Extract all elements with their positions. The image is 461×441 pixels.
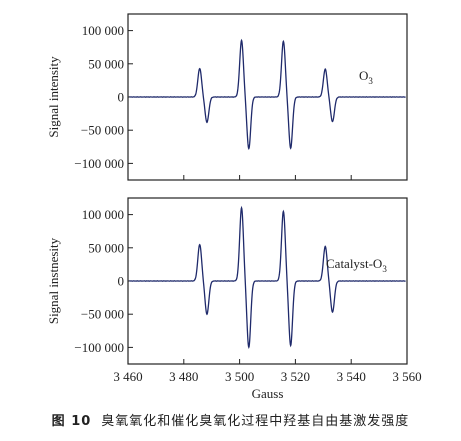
catalyst-o3-series-line bbox=[129, 205, 406, 349]
y-tick-label: 0 bbox=[118, 90, 125, 105]
o3-series-line bbox=[129, 38, 406, 151]
x-axis-title: Gauss bbox=[252, 386, 284, 401]
x-tick-label: 3 500 bbox=[225, 369, 254, 384]
o3-y-axis: −100 000 −50 000 0 50 000 100 000 bbox=[74, 23, 133, 171]
y-tick-label: 50 000 bbox=[88, 240, 124, 255]
x-tick-label: 3 540 bbox=[337, 369, 366, 384]
catalyst-o3-x-axis: 3 460 3 480 3 500 3 520 3 540 3 560 bbox=[113, 359, 422, 384]
catalyst-o3-series-label: Catalyst-O3 bbox=[326, 256, 387, 274]
catalyst-o3-y-axis: −100 000 −50 000 0 50 000 100 000 bbox=[74, 207, 133, 355]
x-tick-label: 3 560 bbox=[392, 369, 421, 384]
figure-caption: 图 10 臭氧氧化和催化臭氧化过程中羟基自由基激发强度 bbox=[0, 410, 461, 429]
y-tick-label: 50 000 bbox=[88, 56, 124, 71]
catalyst-o3-panel: −100 000 −50 000 0 50 000 100 000 3 460 3 480… bbox=[46, 197, 422, 401]
y-tick-label: 100 000 bbox=[82, 207, 124, 222]
x-tick-label: 3 480 bbox=[169, 369, 198, 384]
x-tick-label: 3 460 bbox=[113, 369, 142, 384]
o3-series-label: O3 bbox=[359, 68, 373, 86]
y-tick-label: −50 000 bbox=[81, 307, 124, 322]
x-tick-label: 3 520 bbox=[281, 369, 310, 384]
y-tick-label: 100 000 bbox=[82, 23, 124, 38]
o3-y-axis-title: Signal intensity bbox=[46, 56, 61, 138]
y-tick-label: −50 000 bbox=[81, 123, 124, 138]
y-tick-label: −100 000 bbox=[74, 340, 124, 355]
catalyst-o3-y-axis-title: Signal instnesity bbox=[46, 237, 61, 324]
o3-panel: −100 000 −50 000 0 50 000 100 000 O3 Signal … bbox=[46, 13, 408, 181]
y-tick-label: −100 000 bbox=[74, 156, 124, 171]
figure-caption-text: 臭氧氧化和催化臭氧化过程中羟基自由基激发强度 bbox=[101, 414, 410, 429]
figure-number: 图 10 bbox=[51, 414, 92, 429]
o3-x-axis bbox=[127, 175, 408, 180]
y-tick-label: 0 bbox=[118, 274, 125, 289]
